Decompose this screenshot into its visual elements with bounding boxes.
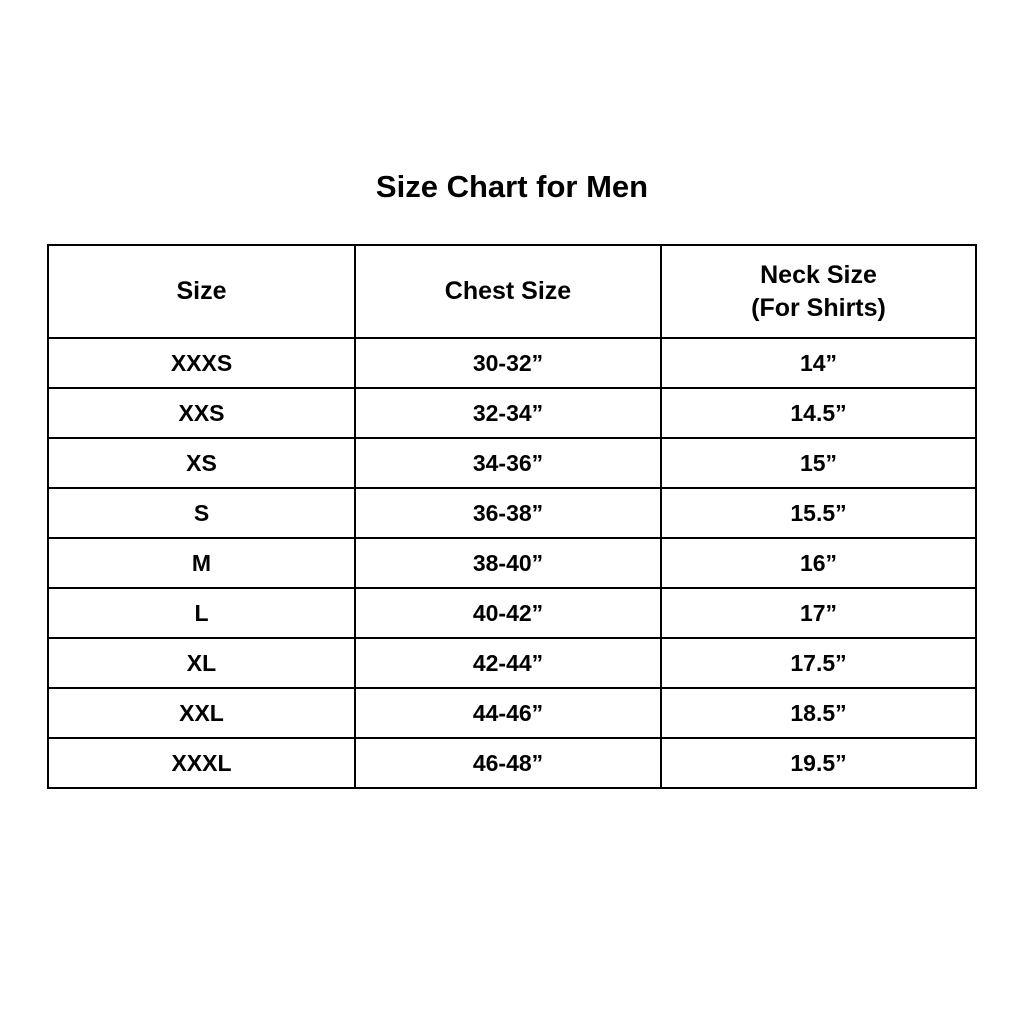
neck-cell: 15” — [660, 437, 977, 490]
size-cell: XL — [47, 637, 356, 690]
neck-cell: 18.5” — [660, 687, 977, 740]
neck-cell: 17” — [660, 587, 977, 640]
table-row: S 36-38” 15.5” — [47, 487, 977, 540]
size-chart-table: Size Chest Size Neck Size (For Shirts) X… — [47, 244, 977, 790]
table-row: L 40-42” 17” — [47, 587, 977, 640]
table-row: XXS 32-34” 14.5” — [47, 387, 977, 440]
table-row: XS 34-36” 15” — [47, 437, 977, 490]
table-row: XL 42-44” 17.5” — [47, 637, 977, 690]
column-header-label: Chest Size — [444, 277, 572, 306]
chest-cell: 36-38” — [354, 487, 662, 540]
chest-cell: 44-46” — [354, 687, 662, 740]
chest-cell: 38-40” — [354, 537, 662, 590]
size-cell: XXXS — [47, 337, 356, 390]
chest-cell: 42-44” — [354, 637, 662, 690]
chest-cell: 46-48” — [354, 737, 662, 790]
chest-cell: 30-32” — [354, 337, 662, 390]
size-cell: L — [47, 587, 356, 640]
table-row: XXXS 30-32” 14” — [47, 337, 977, 390]
size-cell: XXL — [47, 687, 356, 740]
column-header-size: Size — [47, 244, 356, 340]
neck-cell: 14.5” — [660, 387, 977, 440]
neck-cell: 16” — [660, 537, 977, 590]
neck-cell: 14” — [660, 337, 977, 390]
table-row: XXXL 46-48” 19.5” — [47, 737, 977, 790]
column-header-sublabel: (For Shirts) — [751, 293, 886, 322]
neck-cell: 17.5” — [660, 637, 977, 690]
size-cell: XXXL — [47, 737, 356, 790]
size-cell: XXS — [47, 387, 356, 440]
chest-cell: 34-36” — [354, 437, 662, 490]
chest-cell: 40-42” — [354, 587, 662, 640]
neck-cell: 19.5” — [660, 737, 977, 790]
table-row: XXL 44-46” 18.5” — [47, 687, 977, 740]
page-title: Size Chart for Men — [375, 169, 649, 204]
size-cell: M — [47, 537, 356, 590]
table-row: M 38-40” 16” — [47, 537, 977, 590]
column-header-chest-size: Chest Size — [354, 244, 662, 340]
neck-cell: 15.5” — [660, 487, 977, 540]
header-row: Size Chest Size Neck Size (For Shirts) — [47, 244, 977, 340]
column-header-label: Size — [176, 277, 227, 306]
chest-cell: 32-34” — [354, 387, 662, 440]
column-header-neck-size: Neck Size (For Shirts) — [660, 244, 977, 340]
size-cell: S — [47, 487, 356, 540]
column-header-label: Neck Size — [760, 261, 877, 290]
size-cell: XS — [47, 437, 356, 490]
